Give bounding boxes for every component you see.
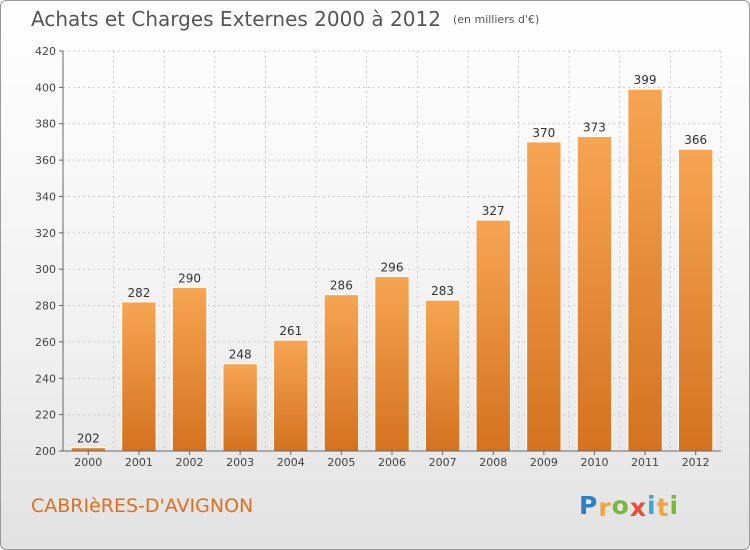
bar-value-label: 261 [279, 324, 302, 338]
x-tick-label: 2005 [327, 456, 355, 469]
logo-letter: P [579, 491, 599, 520]
logo-letter: x [629, 493, 647, 522]
y-tick-label: 240 [35, 372, 56, 385]
y-tick-label: 260 [35, 336, 56, 349]
x-tick-label: 2012 [682, 456, 710, 469]
x-tick-label: 2010 [580, 456, 608, 469]
bar-value-label: 373 [583, 120, 606, 134]
bar-value-label: 399 [634, 73, 657, 87]
bar [273, 339, 309, 452]
bar-value-label: 370 [532, 126, 555, 140]
bar [475, 219, 511, 452]
commune-name: CABRIèRES-D'AVIGNON [31, 495, 254, 517]
y-tick-label: 280 [35, 300, 56, 313]
x-tick-label: 2006 [378, 456, 406, 469]
x-tick-label: 2007 [429, 456, 457, 469]
y-tick-label: 200 [35, 445, 56, 458]
y-tick-label: 420 [35, 45, 56, 58]
bar [627, 88, 663, 452]
bar-value-label: 296 [381, 260, 404, 274]
bar-value-label: 248 [229, 348, 252, 362]
x-tick-label: 2002 [176, 456, 204, 469]
bar [171, 286, 208, 452]
logo-letter: i [669, 491, 680, 520]
x-tick-label: 2011 [631, 456, 659, 469]
y-tick-label: 360 [35, 154, 56, 167]
y-tick-label: 380 [35, 118, 56, 131]
bar-value-label: 366 [684, 133, 707, 147]
x-tick-label: 2008 [479, 456, 507, 469]
y-tick-label: 220 [35, 409, 56, 422]
bar [121, 301, 157, 452]
chart-title-text: Achats et Charges Externes 2000 à 2012 [31, 7, 441, 31]
y-tick-label: 400 [35, 81, 56, 94]
x-tick-label: 2001 [125, 456, 153, 469]
logo-letter: t [656, 493, 670, 522]
y-tick-label: 340 [35, 190, 56, 203]
bar-value-label: 282 [127, 286, 150, 300]
y-tick-label: 320 [35, 227, 56, 240]
chart-title: Achats et Charges Externes 2000 à 2012 (e… [31, 7, 539, 31]
bar [70, 446, 107, 452]
bar-value-label: 202 [77, 431, 100, 445]
x-tick-label: 2009 [530, 456, 558, 469]
logo-letter: r [598, 493, 612, 522]
bar [374, 275, 410, 452]
y-tick-label: 300 [35, 263, 56, 276]
bar-value-label: 327 [482, 204, 505, 218]
bar-value-label: 283 [431, 284, 454, 298]
bar-value-label: 290 [178, 271, 201, 285]
chart-title-unit: (en milliers d'€) [452, 13, 540, 26]
bar [576, 135, 613, 452]
bar [424, 299, 461, 452]
bar-value-label: 286 [330, 279, 353, 293]
proxiti-logo: Proxiti [579, 491, 680, 522]
bar [323, 294, 360, 452]
x-tick-label: 2004 [277, 456, 305, 469]
logo-letter: i [647, 491, 657, 520]
bar [677, 148, 714, 452]
x-tick-label: 2003 [226, 456, 254, 469]
bar [526, 141, 562, 452]
logo-letter: o [611, 491, 630, 520]
bar [222, 363, 258, 452]
x-tick-label: 2000 [74, 456, 102, 469]
